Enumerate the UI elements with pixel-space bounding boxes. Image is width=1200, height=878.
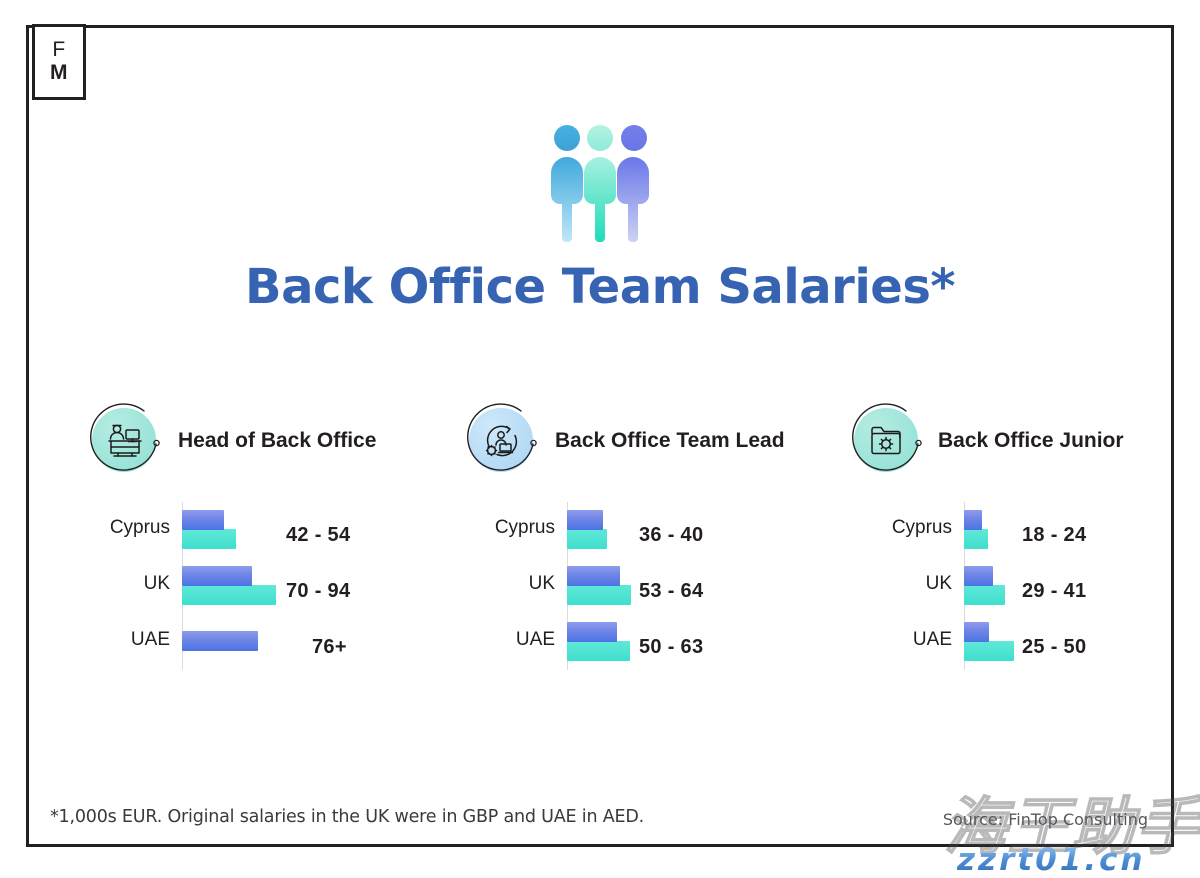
bar-max <box>964 641 1014 661</box>
row-value: 50 - 63 <box>639 636 704 658</box>
bar-min <box>182 631 258 651</box>
role-title: Head of Back Office <box>178 429 377 452</box>
salary-chart-head-of-back-office: Cyprus 42 - 54 UK 70 - 94 UAE 76+ <box>86 502 466 677</box>
bar-min <box>964 622 989 642</box>
row-value: 25 - 50 <box>1022 636 1087 658</box>
row-category: UAE <box>912 629 952 650</box>
bar-min <box>567 510 603 530</box>
laptop-worker-cycle-gear-icon <box>463 402 541 480</box>
bar-min <box>964 566 993 586</box>
role-title: Back Office Junior <box>938 429 1124 452</box>
bar-min <box>964 510 982 530</box>
bar-max <box>182 529 236 549</box>
logo-letter-m: M <box>50 61 68 84</box>
role-section-back-office-junior: Back Office Junior Cyprus 18 - 24 UK 29 … <box>848 398 1168 688</box>
row-category: UAE <box>130 629 170 650</box>
bar-max <box>964 529 988 549</box>
desk-worker-icon <box>86 402 164 480</box>
bar-max <box>182 585 276 605</box>
row-value: 36 - 40 <box>639 524 704 546</box>
role-sections: Head of Back Office Cyprus 42 - 54 UK 70… <box>26 398 1174 688</box>
row-value: 18 - 24 <box>1022 524 1087 546</box>
bar-max <box>567 641 630 661</box>
row-category: UK <box>528 573 555 594</box>
row-category: Cyprus <box>891 517 952 538</box>
row-category: UAE <box>515 629 555 650</box>
folder-gear-icon <box>848 402 926 480</box>
page-title: Back Office Team Salaries* <box>245 259 956 315</box>
watermark-url: zzrt01.cn <box>957 842 1146 878</box>
row-category: UK <box>143 573 170 594</box>
bar-min <box>182 510 224 530</box>
section-header: Back Office Team Lead <box>463 398 843 484</box>
salary-chart-back-office-junior: Cyprus 18 - 24 UK 29 - 41 UAE 25 - 50 <box>848 502 1168 677</box>
source-credit: Source: FinTop Consulting <box>942 810 1148 829</box>
row-value: 76+ <box>312 636 347 658</box>
row-value: 29 - 41 <box>1022 580 1087 602</box>
row-value: 42 - 54 <box>286 524 351 546</box>
fm-logo: F M <box>32 24 86 100</box>
role-section-head-of-back-office: Head of Back Office Cyprus 42 - 54 UK 70… <box>86 398 466 688</box>
section-header: Back Office Junior <box>848 398 1168 484</box>
bar-max <box>567 529 607 549</box>
page-border-frame <box>26 25 1174 847</box>
row-category: Cyprus <box>494 517 555 538</box>
bar-min <box>567 566 620 586</box>
bar-min <box>567 622 617 642</box>
role-section-back-office-team-lead: Back Office Team Lead Cyprus 36 - 40 UK … <box>463 398 843 688</box>
role-title: Back Office Team Lead <box>555 429 785 452</box>
bar-max <box>964 585 1005 605</box>
footnote-text: *1,000s EUR. Original salaries in the UK… <box>50 807 644 827</box>
three-people-icon <box>545 123 657 249</box>
logo-letter-f: F <box>52 38 66 62</box>
row-category: UK <box>925 573 952 594</box>
row-value: 70 - 94 <box>286 580 351 602</box>
row-category: Cyprus <box>109 517 170 538</box>
row-value: 53 - 64 <box>639 580 704 602</box>
section-header: Head of Back Office <box>86 398 466 484</box>
bar-max <box>567 585 631 605</box>
bar-min <box>182 566 252 586</box>
salary-chart-back-office-team-lead: Cyprus 36 - 40 UK 53 - 64 UAE 50 - 63 <box>463 502 843 677</box>
